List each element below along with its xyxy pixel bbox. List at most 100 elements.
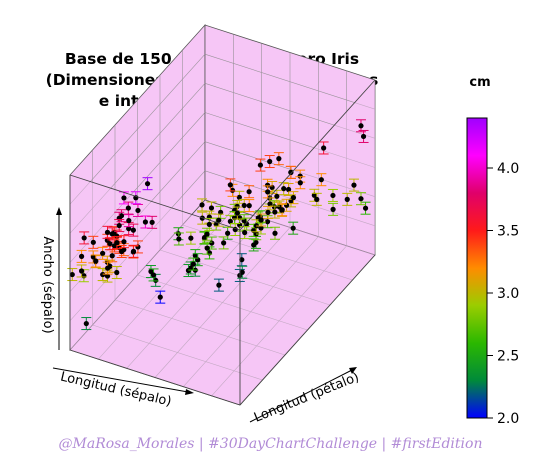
z-axis-label: Ancho (sépalo)	[40, 236, 55, 333]
point-marker	[311, 192, 317, 198]
point-marker	[216, 217, 222, 223]
point-marker	[330, 206, 336, 212]
point-marker	[90, 239, 96, 245]
data-point	[218, 236, 229, 250]
point-marker	[153, 277, 159, 283]
point-marker	[267, 158, 273, 165]
data-point	[128, 244, 139, 258]
point-marker	[257, 162, 264, 168]
point-marker	[119, 248, 125, 255]
data-point	[140, 215, 151, 229]
data-point	[76, 249, 87, 263]
point-marker	[176, 236, 182, 242]
point-marker	[242, 229, 248, 236]
axis-arrows	[52, 207, 357, 423]
data-point	[102, 261, 113, 275]
plot-box-front-edges	[69, 79, 376, 406]
point-marker	[126, 218, 132, 224]
point-marker	[121, 195, 127, 201]
point-marker	[234, 203, 240, 210]
point-marker	[150, 272, 157, 278]
data-point	[327, 188, 338, 202]
colorbar: cm 2.0 2.5 3.0 3.5 4.0	[466, 75, 519, 427]
front-panel-right	[240, 80, 375, 405]
point-marker	[109, 253, 115, 259]
point-marker	[279, 207, 285, 213]
point-marker	[251, 242, 257, 248]
point-marker	[264, 182, 271, 188]
edge-bottom-right	[239, 254, 376, 406]
point-marker	[208, 205, 215, 211]
point-marker	[221, 240, 227, 246]
data-point	[244, 199, 255, 213]
point-marker	[125, 205, 131, 211]
point-marker	[107, 241, 113, 247]
point-marker	[297, 173, 303, 179]
data-point	[358, 129, 369, 143]
data-point	[277, 203, 288, 217]
data-point	[232, 206, 243, 220]
data-point	[283, 183, 294, 197]
data-point	[81, 317, 92, 331]
data-point	[67, 268, 78, 282]
point-marker	[144, 181, 151, 187]
point-marker	[83, 320, 89, 327]
colorbar-tick-label: 2.0	[497, 411, 519, 427]
data-point	[116, 244, 127, 258]
data-point	[142, 177, 153, 191]
data-point	[114, 219, 125, 233]
credit-line: @MaRosa_Morales | #30DayChartChallenge |…	[58, 436, 483, 452]
point-marker	[236, 194, 242, 200]
point-marker	[265, 189, 271, 195]
data-point	[273, 152, 284, 166]
point-marker	[104, 273, 111, 279]
point-marker	[149, 219, 155, 225]
data-point	[264, 155, 275, 169]
point-marker	[290, 225, 296, 231]
point-marker	[209, 240, 215, 246]
point-marker	[358, 123, 364, 129]
data-point	[97, 246, 108, 260]
data-point	[102, 269, 113, 283]
y-axis-label: Longitud (pétalo)	[252, 370, 361, 426]
point-marker	[288, 169, 294, 175]
data-point	[270, 226, 281, 240]
data-point	[318, 141, 329, 155]
point-marker	[272, 209, 278, 215]
point-marker	[81, 235, 87, 241]
point-marker	[116, 222, 122, 229]
point-marker	[142, 219, 149, 225]
point-marker	[241, 202, 247, 209]
data-point	[102, 225, 113, 239]
point-marker	[104, 229, 111, 235]
data-point	[256, 213, 267, 227]
point-marker	[318, 177, 324, 183]
data-point	[311, 192, 322, 206]
data-point	[316, 173, 327, 187]
data-point	[202, 241, 213, 255]
point-marker	[78, 268, 85, 274]
point-marker	[135, 207, 141, 214]
point-marker	[225, 230, 231, 236]
point-marker	[114, 269, 120, 276]
point-marker	[100, 250, 106, 256]
data-point	[148, 268, 159, 282]
data-point	[239, 226, 250, 240]
point-marker	[121, 239, 127, 245]
point-marker	[126, 226, 132, 232]
point-marker	[265, 209, 271, 215]
data-point	[225, 178, 236, 192]
point-marker	[229, 187, 236, 193]
point-marker	[272, 230, 278, 236]
data-point	[342, 192, 353, 206]
point-marker	[358, 196, 364, 202]
data-point	[355, 119, 366, 133]
data-points	[67, 119, 371, 331]
data-point	[288, 191, 299, 205]
data-point	[202, 227, 213, 241]
point-marker	[239, 269, 245, 275]
point-marker	[90, 254, 96, 260]
data-point	[255, 158, 266, 172]
data-point	[237, 265, 248, 279]
